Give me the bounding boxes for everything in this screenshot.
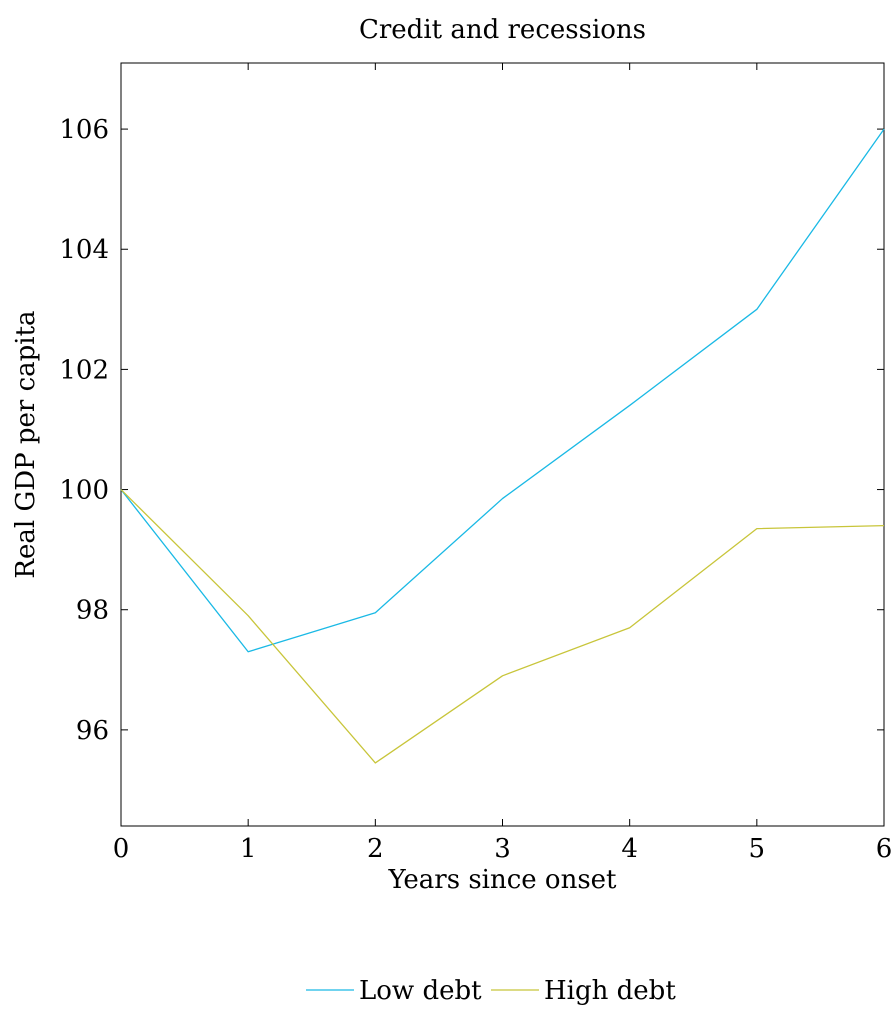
plot-frame bbox=[120, 62, 885, 827]
chart-title: Credit and recessions bbox=[359, 15, 646, 45]
y-tick-label: 96 bbox=[76, 716, 109, 746]
series-line-low-debt bbox=[120, 128, 885, 653]
y-tick-label: 98 bbox=[76, 596, 109, 626]
y-tick-label: 106 bbox=[59, 115, 109, 145]
y-tick-label: 104 bbox=[59, 235, 109, 265]
series-lines bbox=[120, 128, 885, 764]
x-tick-label: 3 bbox=[494, 834, 511, 864]
x-tick-label: 1 bbox=[240, 834, 257, 864]
x-tick-label: 4 bbox=[621, 834, 638, 864]
legend-label: High debt bbox=[544, 976, 676, 1006]
x-axis-title: Years since onset bbox=[387, 865, 617, 895]
x-tick-label: 6 bbox=[876, 834, 893, 864]
x-tick-label: 5 bbox=[749, 834, 766, 864]
legend-label: Low debt bbox=[359, 976, 482, 1006]
x-tick-label: 2 bbox=[367, 834, 384, 864]
y-tick-label: 100 bbox=[59, 476, 109, 506]
series-line-high-debt bbox=[120, 489, 885, 764]
y-axis-title: Real GDP per capita bbox=[11, 310, 41, 578]
axis-ticks: 0 1 2 3 4 5 6 96 98 100 102 104 106 bbox=[59, 63, 892, 864]
x-tick-label: 0 bbox=[113, 834, 130, 864]
legend: Low debt High debt bbox=[306, 976, 676, 1006]
y-tick-label: 102 bbox=[59, 355, 109, 385]
plot-area bbox=[120, 62, 885, 827]
